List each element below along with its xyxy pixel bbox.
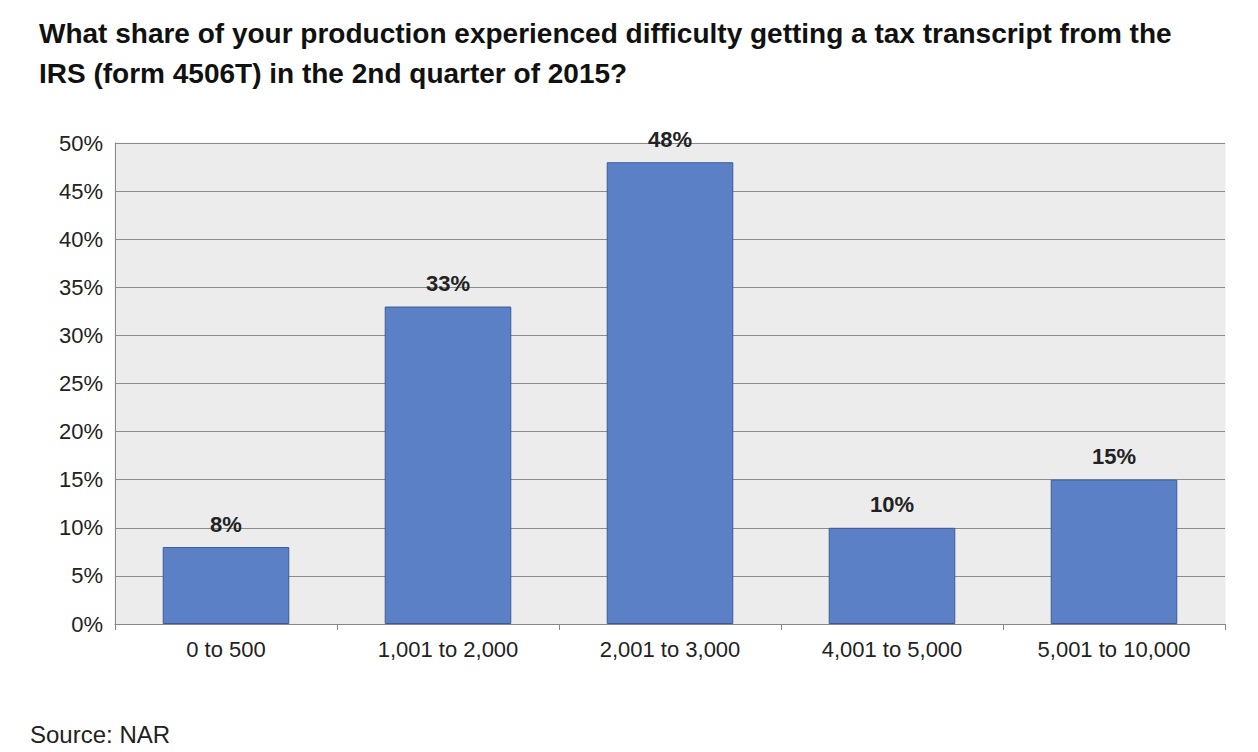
svg-text:8%: 8% xyxy=(210,512,242,537)
svg-text:5,001 to 10,000: 5,001 to 10,000 xyxy=(1038,637,1191,662)
svg-text:1,001 to 2,000: 1,001 to 2,000 xyxy=(378,637,519,662)
svg-text:0%: 0% xyxy=(71,612,103,637)
svg-text:50%: 50% xyxy=(59,131,103,156)
svg-text:40%: 40% xyxy=(59,227,103,252)
svg-text:10%: 10% xyxy=(59,515,103,540)
svg-text:4,001 to 5,000: 4,001 to 5,000 xyxy=(822,637,963,662)
svg-text:20%: 20% xyxy=(59,419,103,444)
svg-text:10%: 10% xyxy=(870,492,914,517)
svg-text:30%: 30% xyxy=(59,323,103,348)
svg-text:25%: 25% xyxy=(59,371,103,396)
svg-text:IRS (form 4506T) in the 2nd qu: IRS (form 4506T) in the 2nd quarter of 2… xyxy=(39,58,627,89)
svg-text:45%: 45% xyxy=(59,179,103,204)
svg-text:0 to 500: 0 to 500 xyxy=(186,637,266,662)
svg-text:15%: 15% xyxy=(59,467,103,492)
svg-text:What share of your production: What share of your production experience… xyxy=(39,18,1179,49)
svg-text:35%: 35% xyxy=(59,275,103,300)
svg-text:2,001 to 3,000: 2,001 to 3,000 xyxy=(600,637,741,662)
svg-text:33%: 33% xyxy=(426,271,470,296)
svg-text:Source: NAR: Source: NAR xyxy=(30,721,170,748)
svg-text:15%: 15% xyxy=(1092,444,1136,469)
svg-text:48%: 48% xyxy=(648,127,692,152)
svg-text:5%: 5% xyxy=(71,563,103,588)
